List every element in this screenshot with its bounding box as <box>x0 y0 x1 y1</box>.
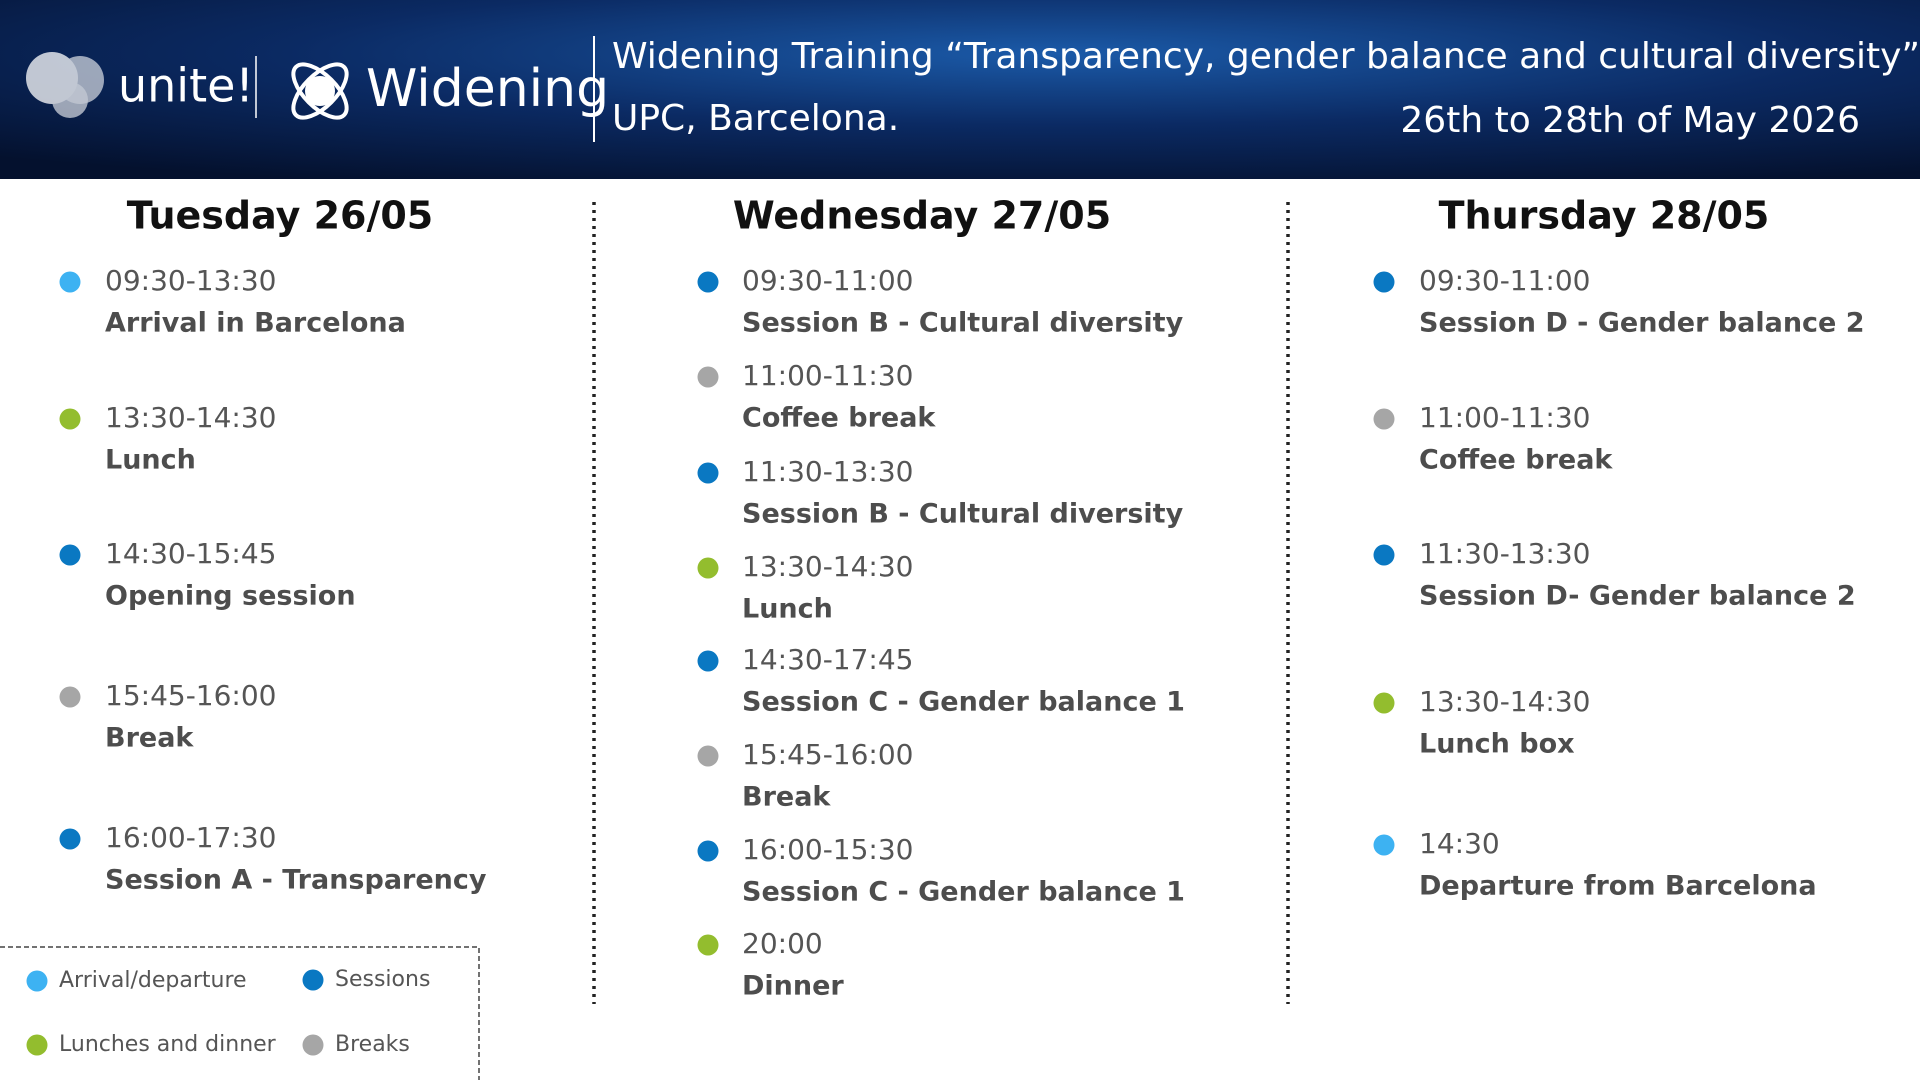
brand: Widening <box>366 59 609 119</box>
bullet <box>1373 544 1395 566</box>
time: 15:45-16:00 <box>742 738 914 771</box>
unite-logo-icon <box>26 52 104 118</box>
activity: Lunch <box>742 594 833 625</box>
legend-dot <box>26 970 48 992</box>
logo-text: unite! <box>118 59 254 113</box>
time: 13:30-14:30 <box>742 550 914 583</box>
bullet <box>697 271 719 293</box>
bullet <box>1373 408 1395 430</box>
activity: Session B - Cultural diversity <box>742 308 1184 339</box>
time: 11:30-13:30 <box>742 455 914 488</box>
activity: Session C - Gender balance 1 <box>742 687 1185 718</box>
dates: 26th to 28th of May 2026 <box>1400 100 1860 141</box>
activity: Session B - Cultural diversity <box>742 499 1184 530</box>
activity: Break <box>105 723 194 754</box>
legend-dot <box>302 1034 324 1056</box>
bullet <box>59 828 81 850</box>
bullet <box>697 840 719 862</box>
time: 09:30-13:30 <box>105 264 277 297</box>
bullet <box>59 408 81 430</box>
bullet <box>697 366 719 388</box>
time: 09:30-11:00 <box>742 264 914 297</box>
legend-dot <box>302 969 324 991</box>
time: 13:30-14:30 <box>1419 685 1591 718</box>
bullet <box>1373 692 1395 714</box>
activity: Dinner <box>742 971 844 1002</box>
activity: Coffee break <box>1419 445 1613 476</box>
legend-dot <box>26 1034 48 1056</box>
activity: Opening session <box>105 581 356 612</box>
bullet <box>1373 271 1395 293</box>
bullet <box>59 686 81 708</box>
time: 11:00-11:30 <box>742 359 914 392</box>
bullet <box>697 650 719 672</box>
activity: Session C - Gender balance 1 <box>742 877 1185 908</box>
activity: Coffee break <box>742 403 936 434</box>
legend-label: Lunches and dinner <box>59 1032 277 1057</box>
legend-label: Sessions <box>335 967 430 992</box>
day-heading: Thursday 28/05 <box>1439 194 1770 238</box>
time: 16:00-17:30 <box>105 821 277 854</box>
activity: Arrival in Barcelona <box>105 308 406 339</box>
time: 14:30 <box>1419 827 1500 860</box>
title: Widening Training “Transparency, gender … <box>612 36 1920 77</box>
bullet <box>59 544 81 566</box>
header-bg <box>0 0 1920 179</box>
time: 11:00-11:30 <box>1419 401 1591 434</box>
bullet <box>697 462 719 484</box>
time: 13:30-14:30 <box>105 401 277 434</box>
activity: Session A - Transparency <box>105 865 487 896</box>
bullet <box>1373 834 1395 856</box>
bullet <box>697 745 719 767</box>
activity: Break <box>742 782 831 813</box>
bullet <box>59 271 81 293</box>
time: 11:30-13:30 <box>1419 537 1591 570</box>
time: 14:30-15:45 <box>105 537 277 570</box>
widening-icon <box>291 62 349 120</box>
location: UPC, Barcelona. <box>612 98 899 139</box>
bullet <box>697 934 719 956</box>
legend-label: Breaks <box>335 1032 410 1057</box>
time: 14:30-17:45 <box>742 643 914 676</box>
activity: Lunch box <box>1419 729 1575 760</box>
bullet <box>697 557 719 579</box>
time: 20:00 <box>742 927 823 960</box>
activity: Lunch <box>105 445 196 476</box>
time: 15:45-16:00 <box>105 679 277 712</box>
legend-label: Arrival/departure <box>59 968 247 993</box>
activity: Session D - Gender balance 2 <box>1419 308 1865 339</box>
day-heading: Wednesday 27/05 <box>733 194 1111 238</box>
day-heading: Tuesday 26/05 <box>127 194 434 238</box>
activity: Departure from Barcelona <box>1419 871 1817 902</box>
activity: Session D- Gender balance 2 <box>1419 581 1856 612</box>
time: 16:00-15:30 <box>742 833 914 866</box>
time: 09:30-11:00 <box>1419 264 1591 297</box>
